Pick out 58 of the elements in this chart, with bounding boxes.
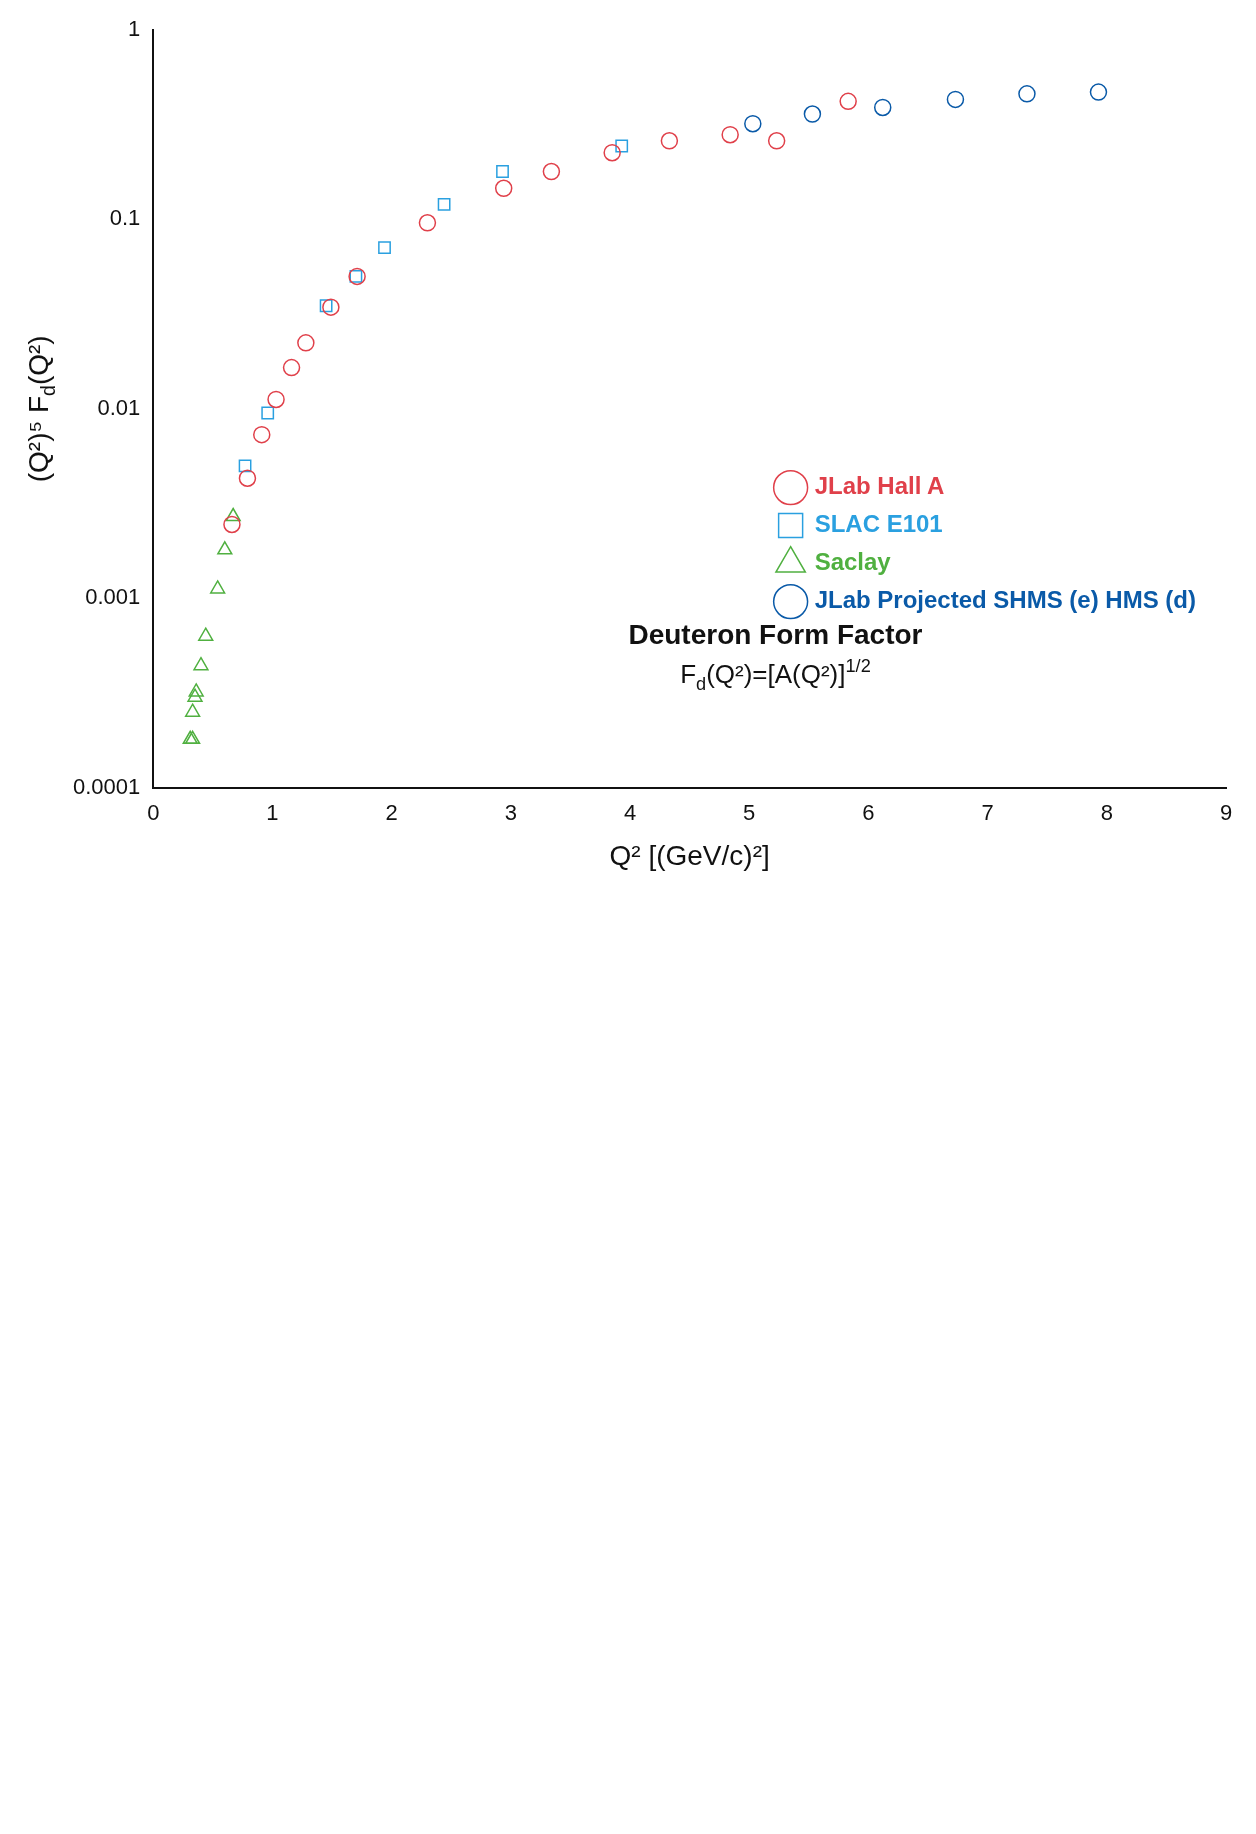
point bbox=[253, 425, 271, 444]
point bbox=[193, 656, 209, 671]
point bbox=[378, 241, 391, 254]
y-axis-title: (Q²)⁵ Fd(Q²) bbox=[22, 335, 60, 483]
x-tick-label: 5 bbox=[743, 799, 756, 825]
point bbox=[1018, 85, 1036, 103]
x-axis-title: Q² [(GeV/c)²] bbox=[609, 840, 770, 872]
point bbox=[603, 143, 621, 162]
point bbox=[319, 299, 333, 313]
point bbox=[873, 98, 892, 117]
point bbox=[267, 390, 285, 409]
point bbox=[187, 688, 203, 702]
point bbox=[225, 507, 241, 522]
point bbox=[238, 459, 252, 473]
point bbox=[209, 580, 226, 594]
point bbox=[198, 627, 214, 641]
point bbox=[261, 406, 275, 420]
point bbox=[418, 214, 437, 232]
y-tick-label: 0.1 bbox=[109, 205, 141, 231]
point bbox=[615, 139, 629, 153]
x-tick-label: 2 bbox=[385, 799, 398, 825]
x-tick-label: 0 bbox=[147, 799, 160, 825]
point bbox=[803, 105, 822, 123]
legend-label: JLab Hall A bbox=[814, 472, 945, 500]
point bbox=[238, 469, 257, 487]
y-tick-label: 0.001 bbox=[85, 584, 141, 610]
point bbox=[767, 132, 786, 150]
x-tick-label: 3 bbox=[504, 799, 517, 825]
point bbox=[496, 165, 509, 178]
y-tick-label: 1 bbox=[128, 16, 141, 42]
annotation: Deuteron Form Factor bbox=[628, 618, 923, 650]
point bbox=[721, 125, 739, 144]
point bbox=[188, 683, 204, 697]
y-tick-label: 0.0001 bbox=[72, 773, 141, 799]
legend-label: Saclay bbox=[814, 548, 892, 576]
point bbox=[839, 92, 857, 111]
point bbox=[660, 132, 679, 150]
point bbox=[744, 114, 762, 133]
legend-label: JLab Projected SHMS (e) HMS (d) bbox=[814, 586, 1196, 614]
x-tick-label: 8 bbox=[1100, 799, 1113, 825]
x-tick-label: 9 bbox=[1219, 799, 1233, 825]
point bbox=[946, 90, 965, 109]
point bbox=[322, 298, 340, 316]
legend-label: SLAC E101 bbox=[814, 510, 943, 538]
point bbox=[217, 541, 233, 555]
x-tick-label: 6 bbox=[862, 799, 875, 825]
point bbox=[437, 198, 451, 211]
point bbox=[184, 703, 201, 717]
point bbox=[223, 515, 241, 534]
x-tick-label: 4 bbox=[623, 799, 637, 825]
point bbox=[542, 162, 561, 181]
point bbox=[494, 179, 513, 198]
point bbox=[282, 358, 301, 377]
point bbox=[1089, 83, 1108, 101]
point bbox=[297, 334, 315, 352]
x-tick-label: 7 bbox=[981, 799, 994, 825]
y-tick-label: 0.01 bbox=[97, 394, 141, 420]
x-tick-label: 1 bbox=[266, 799, 279, 825]
